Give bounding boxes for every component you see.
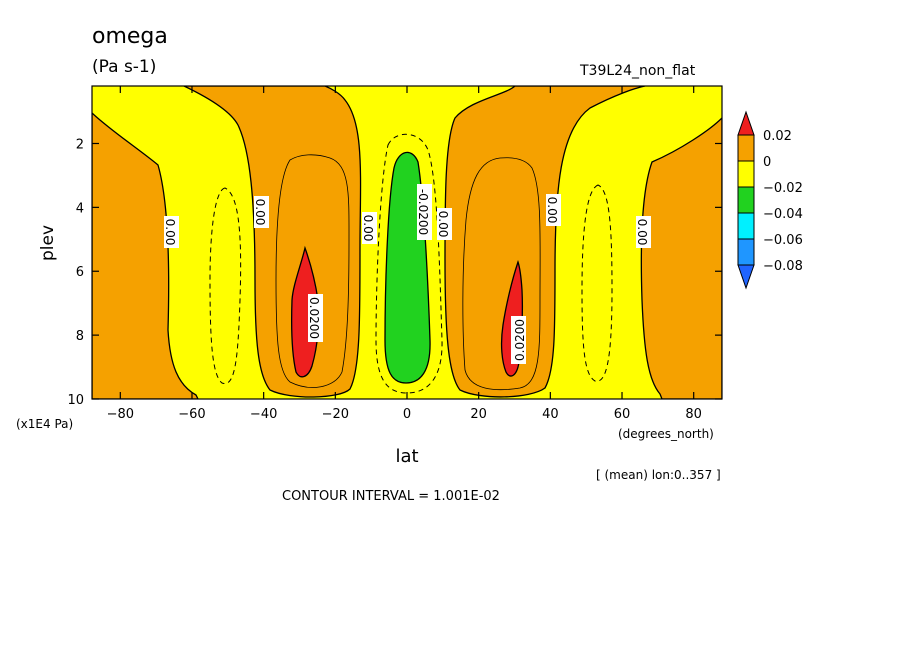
colorbar-label: −0.06 bbox=[763, 233, 803, 248]
x-tick-label: 0 bbox=[403, 407, 411, 422]
contour-label: 0.0200 bbox=[513, 319, 527, 361]
colorbar-label: 0.02 bbox=[763, 129, 792, 144]
colorbar-label: −0.04 bbox=[763, 207, 803, 222]
chart-title: omega bbox=[92, 24, 168, 49]
contour-label: 0.00 bbox=[361, 215, 375, 242]
region-north-subtropical-descent bbox=[444, 86, 646, 398]
colorbar: 0.02 0 −0.02 −0.04 −0.06 −0.08 bbox=[737, 110, 803, 290]
contour-label: 0.00 bbox=[436, 211, 450, 238]
colorbar-swatch bbox=[737, 160, 755, 188]
contour-label: 0.00 bbox=[163, 219, 177, 246]
mean-note: [ (mean) lon:0..357 ] bbox=[596, 468, 721, 482]
colorbar-swatch bbox=[737, 134, 755, 162]
contour-label: 0.00 bbox=[545, 197, 559, 224]
run-label: T39L24_non_flat bbox=[580, 63, 696, 79]
contour-interval-note: CONTOUR INTERVAL = 1.001E-02 bbox=[282, 489, 500, 504]
y-tick-label: 10 bbox=[67, 393, 84, 408]
y-tick-label: 2 bbox=[76, 137, 84, 152]
x-tick-label: 80 bbox=[685, 407, 702, 422]
x-tick-label: −60 bbox=[178, 407, 205, 422]
x-axis-unit: (degrees_north) bbox=[618, 427, 714, 441]
colorbar-swatch bbox=[737, 212, 755, 240]
contour-line bbox=[581, 184, 613, 382]
contour-line bbox=[462, 157, 541, 391]
contour-label: -0.0200 bbox=[416, 189, 430, 235]
x-axis-label: lat bbox=[395, 446, 418, 467]
y-tick-label: 6 bbox=[76, 265, 84, 280]
colorbar-label: 0 bbox=[763, 155, 771, 170]
contour-line bbox=[275, 154, 350, 388]
x-tick-label: 60 bbox=[614, 407, 631, 422]
contour-label: 0.00 bbox=[253, 199, 267, 226]
colorbar-swatch bbox=[737, 238, 755, 266]
contour-line bbox=[209, 187, 242, 385]
y-axis-unit: (x1E4 Pa) bbox=[16, 417, 73, 431]
x-tick-label: −80 bbox=[107, 407, 134, 422]
x-tick-label: 40 bbox=[542, 407, 559, 422]
colorbar-label: −0.02 bbox=[763, 181, 803, 196]
y-tick-label: 4 bbox=[76, 201, 84, 216]
contour-label: 0.00 bbox=[635, 219, 649, 246]
x-tick-label: −40 bbox=[250, 407, 277, 422]
chart-units: (Pa s-1) bbox=[92, 57, 157, 77]
x-tick-label: 20 bbox=[470, 407, 487, 422]
y-axis-label: plev bbox=[38, 225, 58, 261]
x-tick-label: −20 bbox=[322, 407, 349, 422]
colorbar-swatch bbox=[737, 186, 755, 214]
contour-label: 0.0200 bbox=[307, 297, 321, 339]
colorbar-swatch bbox=[737, 264, 755, 290]
colorbar-swatch bbox=[737, 110, 755, 136]
colorbar-label: −0.08 bbox=[763, 259, 803, 274]
y-tick-label: 8 bbox=[76, 329, 84, 344]
